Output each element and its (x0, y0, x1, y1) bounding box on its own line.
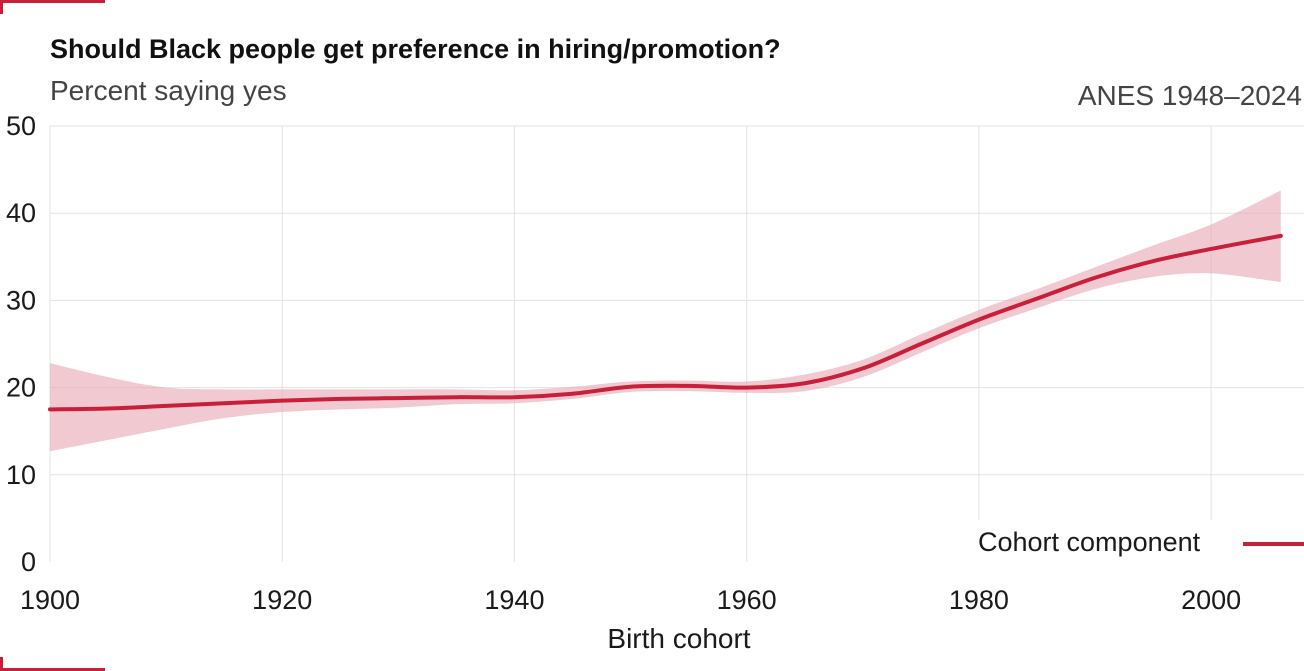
x-tick-label-2000: 2000 (1181, 585, 1241, 615)
y-tick-label-30: 30 (6, 285, 36, 315)
series-line-layer (48, 233, 1283, 412)
x-tick-label-1940: 1940 (484, 585, 544, 615)
y-tick-label-50: 50 (6, 111, 36, 141)
x-tick-label-1960: 1960 (717, 585, 777, 615)
y-axis-ticks: 0 10 20 30 40 50 (6, 111, 36, 577)
y-tick-label-10: 10 (6, 460, 36, 490)
confidence-band (50, 190, 1281, 452)
x-tick-label-1980: 1980 (949, 585, 1009, 615)
confidence-band-layer (50, 190, 1281, 452)
corner-accent-top (0, 0, 105, 3)
x-tick-label-1920: 1920 (252, 585, 312, 615)
y-tick-label-40: 40 (6, 198, 36, 228)
legend-label: Cohort component (978, 527, 1201, 557)
x-tick-label-1900: 1900 (20, 585, 80, 615)
grid-lines (49, 125, 1304, 562)
y-tick-label-20: 20 (6, 373, 36, 403)
chart-subtitle: Percent saying yes (50, 75, 287, 106)
x-axis-ticks: 1900 1920 1940 1960 1980 2000 (20, 585, 1241, 615)
chart-source: ANES 1948–2024 (1077, 80, 1302, 111)
chart-title: Should Black people get preference in hi… (50, 34, 781, 64)
corner-accent-bottom (0, 668, 105, 671)
legend-swatch (1243, 542, 1304, 546)
series-line-cohort-component (48, 233, 1283, 412)
corner-tick-bottom (0, 657, 3, 671)
corner-tick-top (0, 0, 3, 14)
y-tick-label-0: 0 (21, 547, 36, 577)
x-axis-title: Birth cohort (607, 623, 750, 654)
